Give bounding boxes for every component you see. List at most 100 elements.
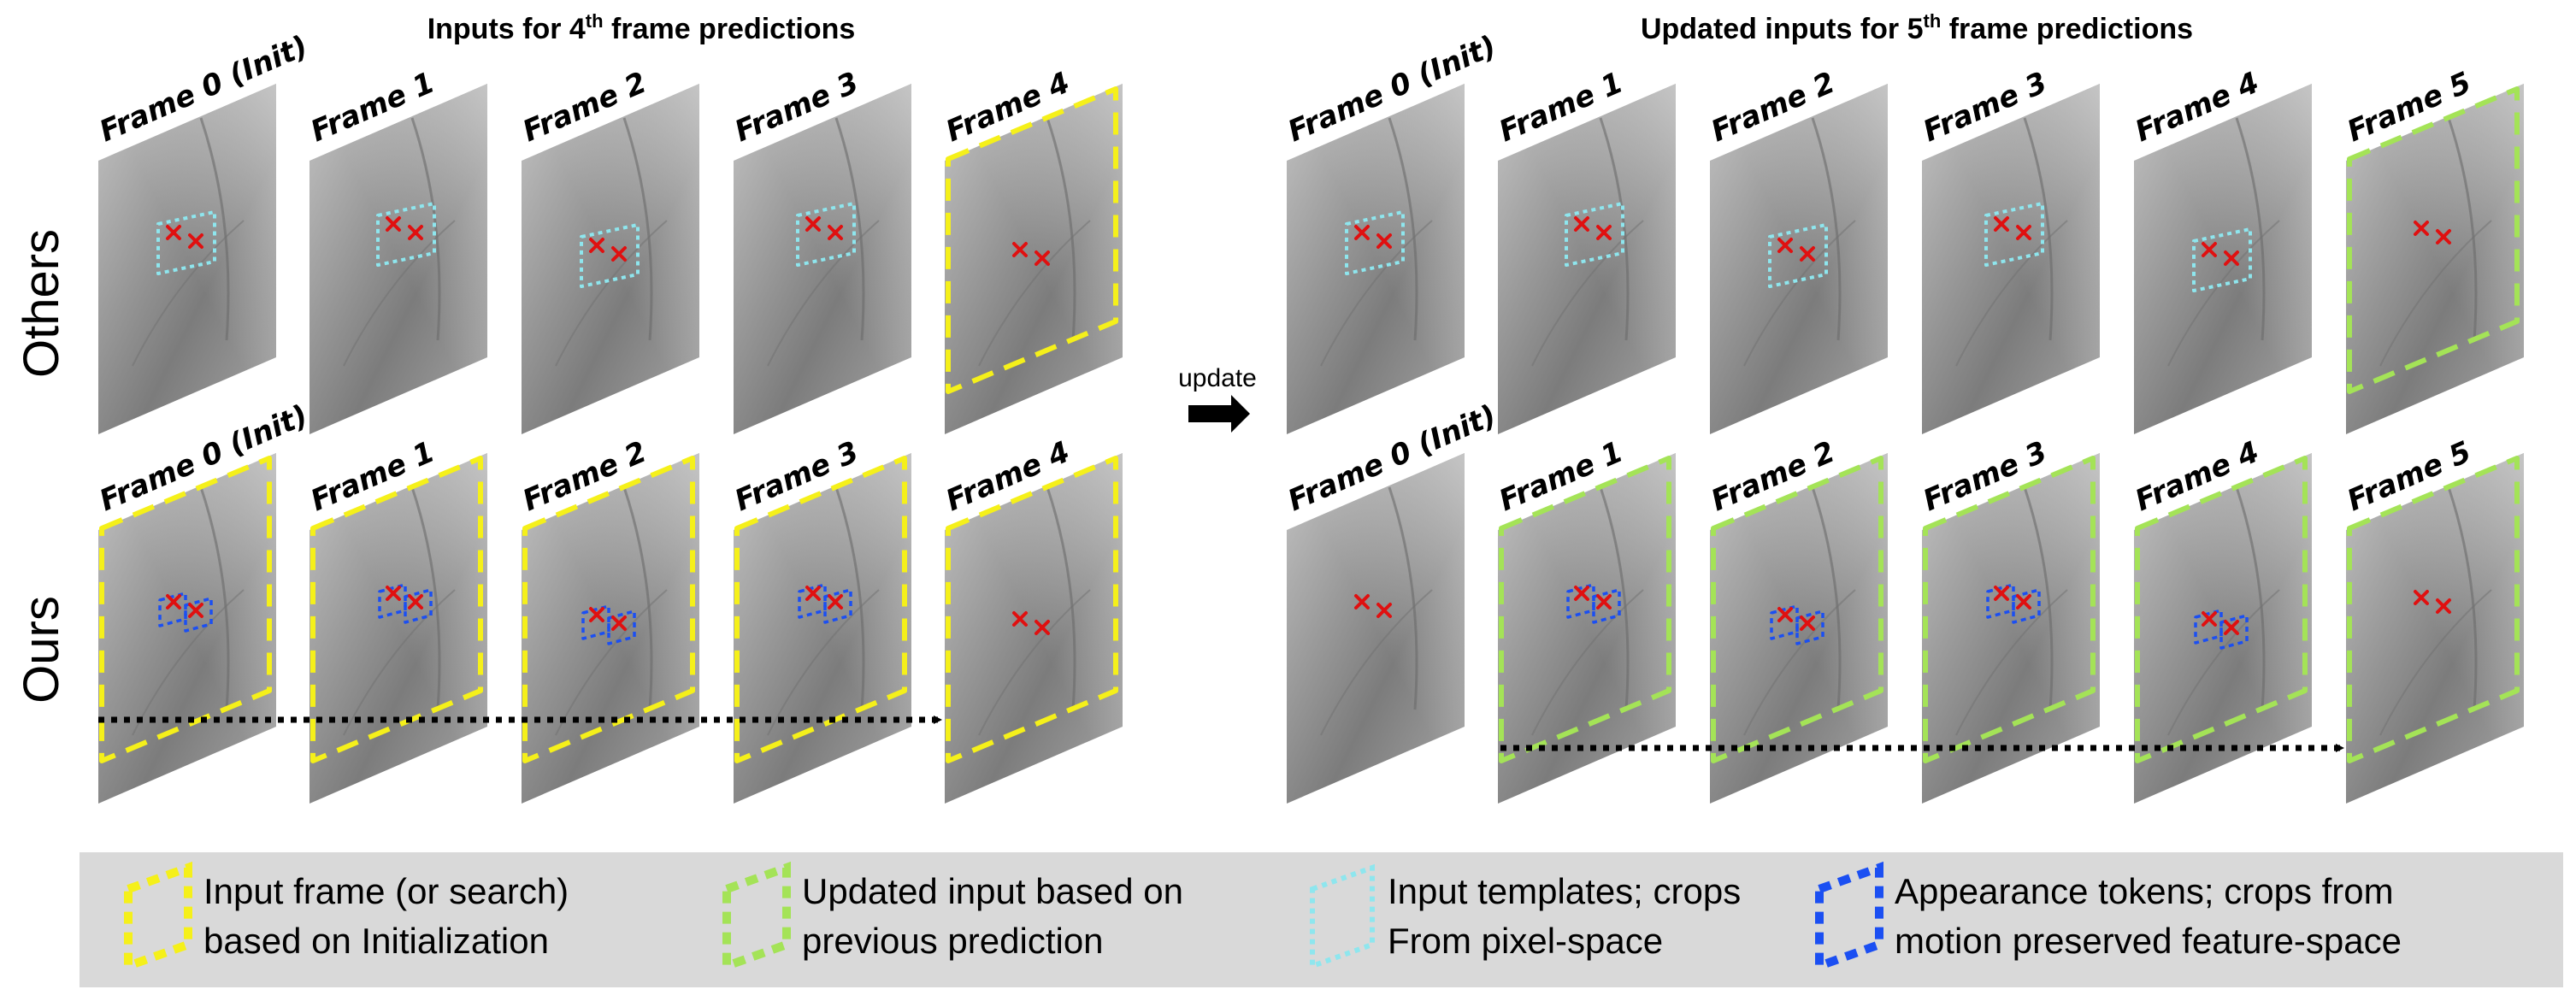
keypoint-marker: [1574, 216, 1589, 232]
left-title: Inputs for 4th frame predictions: [427, 10, 856, 45]
appearance-token-blue: [581, 604, 610, 640]
frame-panel: Frame 3: [730, 66, 911, 434]
search-region-green: [1499, 456, 1671, 763]
keypoint-marker: [1354, 594, 1370, 610]
vessel-line: [2447, 486, 2478, 710]
vessel-line: [767, 220, 880, 367]
legend-swatch-shape: [1310, 863, 1375, 970]
vessel-line: [343, 220, 456, 367]
update-label: update: [1178, 364, 1257, 392]
right-title: Updated inputs for 5th frame predictions: [1641, 10, 2193, 45]
frame-panel: Frame 0 (Init): [1283, 398, 1501, 804]
vessel-line: [834, 486, 865, 710]
appearance-token-blue: [158, 592, 187, 627]
legend-line-1: Updated input based on: [802, 871, 1183, 911]
legend-item: Updated input based on previous predictio…: [722, 861, 1183, 973]
vessel-line: [1811, 117, 1842, 341]
vessel-line: [1320, 589, 1433, 736]
vessel-line: [132, 220, 245, 367]
vessel-line: [1743, 220, 1856, 367]
keypoint-marker: [1777, 607, 1793, 622]
legend-swatch-shape: [124, 861, 192, 973]
appearance-token-blue: [2219, 614, 2249, 650]
keypoint-marker: [408, 225, 423, 240]
vessel-line: [1743, 589, 1856, 736]
keypoint-marker: [408, 594, 423, 610]
legend-line-2: From pixel-space: [1388, 921, 1663, 961]
keypoint-marker: [828, 594, 843, 610]
vessel-line: [1388, 486, 1418, 710]
legend-item: Input frame (or search) based on Initiali…: [124, 861, 569, 973]
vessel-line: [199, 117, 230, 341]
appearance-token-blue: [607, 610, 636, 645]
legend-item: Input templates; crops From pixel-space: [1310, 863, 1741, 970]
keypoint-marker: [1596, 594, 1612, 610]
appearance-token-blue: [1770, 604, 1799, 640]
keypoint-marker: [1800, 246, 1815, 262]
template-crop-cyan: [1768, 223, 1828, 288]
vessel-line: [1955, 589, 2068, 736]
keypoint-marker: [1354, 225, 1370, 240]
frame-panel: Frame 2: [518, 435, 699, 804]
keypoint-marker: [188, 233, 203, 249]
search-region-yellow: [99, 456, 272, 763]
legend-swatch-shape: [1815, 861, 1883, 973]
legend-line-1: Input frame (or search): [203, 871, 569, 911]
vessel-line: [132, 589, 245, 736]
appearance-token-blue: [823, 588, 852, 624]
template-crop-cyan: [2192, 227, 2252, 292]
appearance-token-blue: [2012, 588, 2041, 624]
frame-panel: Frame 0 (Init): [1283, 29, 1501, 434]
vessel-line: [2235, 117, 2266, 341]
vessel-line: [767, 589, 880, 736]
appearance-token-blue: [1795, 610, 1824, 645]
row-label-others: Others: [14, 229, 69, 378]
vessel-line: [978, 589, 1091, 736]
keypoint-marker: [1012, 611, 1028, 627]
vessel-line: [555, 589, 668, 736]
appearance-token-blue: [378, 583, 407, 619]
template-crop-cyan: [376, 202, 436, 267]
vessel-line: [1811, 486, 1842, 710]
vessel-line: [834, 117, 865, 341]
keypoint-marker: [589, 607, 604, 622]
keypoint-marker: [1376, 233, 1392, 249]
row-label-ours: Ours: [14, 596, 69, 704]
vessel-line: [343, 589, 456, 736]
vessel-line: [199, 486, 230, 710]
vessel-line: [622, 117, 653, 341]
keypoint-marker: [1994, 216, 2009, 232]
template-crop-cyan: [156, 210, 216, 275]
vessel-line: [2167, 589, 2280, 736]
vessel-line: [555, 220, 668, 367]
legend-line-1: Input templates; crops: [1388, 871, 1741, 911]
vessel-line: [622, 486, 653, 710]
vessel-line: [2167, 220, 2280, 367]
keypoint-marker: [2414, 590, 2429, 605]
keypoint-marker: [805, 586, 821, 601]
frame-panel: Frame 1: [306, 66, 487, 434]
vessel-line: [1046, 486, 1076, 710]
search-region-green: [2135, 456, 2308, 763]
frame-panel: Frame 5: [2343, 435, 2524, 804]
frame-panels: Frame 0 (Init)Frame 1 Frame 2 Frame 3 Frame…: [95, 29, 2524, 804]
frame-panel: Frame 4: [2131, 435, 2312, 804]
frame-panel: Frame 5: [2343, 66, 2524, 434]
keypoint-marker: [828, 225, 843, 240]
frame-panel: Frame 1: [1494, 66, 1676, 434]
appearance-token-blue: [1566, 583, 1595, 619]
vessel-line: [2023, 486, 2054, 710]
frame-panel: Frame 4: [941, 435, 1123, 804]
keypoint-marker: [386, 586, 401, 601]
legend-swatch-icon: [1310, 863, 1375, 970]
legend: Input frame (or search) based on Initiali…: [124, 861, 2402, 973]
keypoint-marker: [611, 246, 627, 262]
keypoint-marker: [2436, 229, 2451, 244]
frame-panel: Frame 4: [941, 66, 1123, 434]
vessel-line: [1388, 117, 1418, 341]
keypoint-marker: [1012, 242, 1028, 257]
vessel-line: [2379, 589, 2492, 736]
keypoint-marker: [2202, 611, 2217, 627]
vessel-line: [1046, 117, 1076, 341]
appearance-token-blue: [798, 583, 827, 619]
